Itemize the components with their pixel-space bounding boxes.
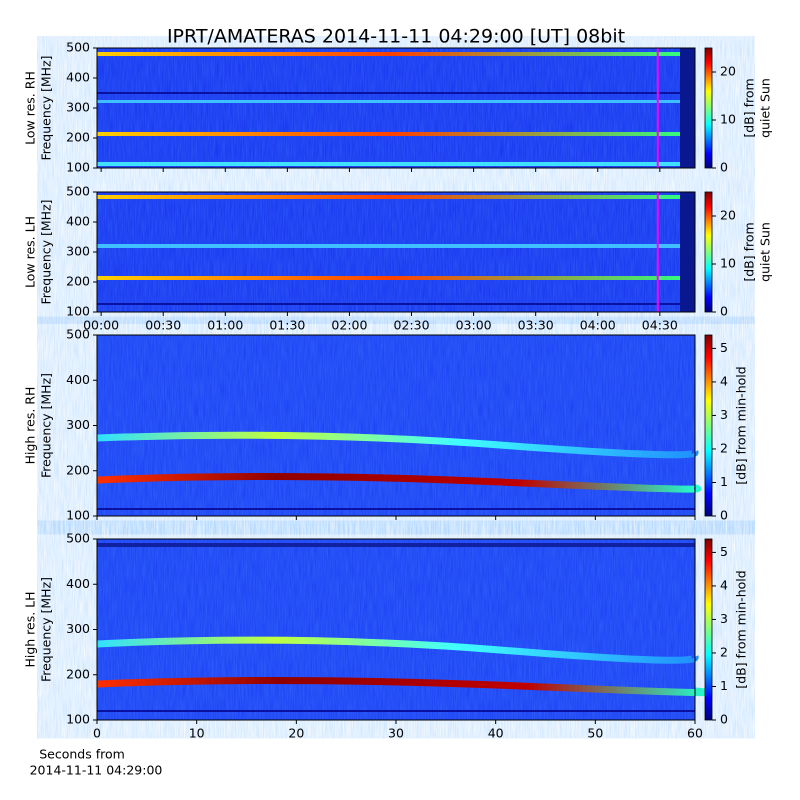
x-axis-label: 2014-11-11 04:29:00 (30, 763, 163, 778)
y-tick-label: 100 (66, 508, 90, 523)
y-tick-label: 500 (66, 184, 90, 199)
colorbar-tick-label: 2 (720, 644, 728, 659)
colorbar-label: [dB] from (742, 78, 757, 137)
y-tick-label: 100 (66, 712, 90, 727)
y-tick-label: 400 (66, 70, 90, 85)
x-tick-label: 04:00 (580, 318, 616, 333)
y-axis-label: Frequency [MHz] (39, 199, 54, 304)
x-tick-label: 01:00 (207, 318, 243, 333)
colorbar-tick-label: 3 (720, 407, 728, 422)
colorbar-tick-label: 20 (720, 64, 736, 79)
colorbar-tick-label: 10 (720, 112, 736, 127)
colorbar-label: [dB] from (742, 222, 757, 281)
y-tick-label: 500 (66, 327, 90, 342)
x-tick-label: 10 (189, 726, 205, 741)
colorbar-tick-label: 1 (720, 474, 728, 489)
spectrum-image (96, 48, 713, 720)
y-axis-label: High res. RH (23, 387, 38, 465)
chart-title: IPRT/AMATERAS 2014-11-11 04:29:00 [UT] 0… (167, 26, 625, 48)
colorbar-tick-label: 0 (720, 712, 728, 727)
colorbar-tick-label: 4 (720, 373, 728, 388)
y-tick-label: 300 (66, 244, 90, 259)
y-tick-label: 200 (66, 274, 90, 289)
x-tick-label: 03:00 (456, 318, 492, 333)
x-tick-label: 60 (687, 726, 703, 741)
colorbar-tick-label: 5 (720, 544, 728, 559)
colorbar-tick-label: 1 (720, 678, 728, 693)
y-tick-label: 300 (66, 417, 90, 432)
x-tick-label: 03:30 (518, 318, 554, 333)
y-axis-label: Frequency [MHz] (39, 373, 54, 478)
y-axis-label: Low res. LH (23, 216, 38, 288)
colorbar-tick-label: 10 (720, 256, 736, 271)
colorbar-tick-label: 0 (720, 304, 728, 319)
x-axis-label: Seconds from (39, 747, 125, 762)
x-tick-label: 01:30 (269, 318, 305, 333)
y-tick-label: 500 (66, 40, 90, 55)
x-tick-label: 50 (587, 726, 603, 741)
colorbar-tick-label: 4 (720, 577, 728, 592)
x-tick-label: 40 (488, 726, 504, 741)
y-tick-label: 400 (66, 576, 90, 591)
colorbar-tick-label: 2 (720, 440, 728, 455)
x-tick-label: 02:30 (394, 318, 430, 333)
colorbar (704, 334, 713, 517)
y-axis-label: Frequency [MHz] (39, 577, 54, 682)
colorbar (704, 47, 713, 169)
y-tick-label: 200 (66, 130, 90, 145)
y-tick-label: 100 (66, 304, 90, 319)
y-tick-label: 200 (66, 666, 90, 681)
colorbar-tick-label: 5 (720, 340, 728, 355)
y-tick-label: 100 (66, 160, 90, 175)
colorbar-tick-label: 0 (720, 508, 728, 523)
x-tick-label: 20 (288, 726, 304, 741)
x-tick-label: 00:00 (83, 318, 119, 333)
y-axis-label: High res. LH (23, 591, 38, 667)
colorbar-tick-label: 20 (720, 208, 736, 223)
y-axis-label: Frequency [MHz] (39, 55, 54, 160)
y-tick-label: 500 (66, 531, 90, 546)
y-tick-label: 400 (66, 214, 90, 229)
colorbar-label: quiet Sun (758, 78, 773, 138)
colorbar (704, 538, 713, 721)
x-tick-label: 00:30 (145, 318, 181, 333)
y-tick-label: 200 (66, 462, 90, 477)
colorbar-label: [dB] from min-hold (734, 366, 749, 484)
colorbar-tick-label: 0 (720, 160, 728, 175)
y-tick-label: 400 (66, 372, 90, 387)
y-axis-label: Low res. RH (23, 71, 38, 145)
colorbar-tick-label: 3 (720, 611, 728, 626)
x-tick-label: 30 (388, 726, 404, 741)
x-tick-label: 0 (93, 726, 101, 741)
x-tick-label: 04:30 (642, 318, 678, 333)
colorbar-label: [dB] from min-hold (734, 570, 749, 688)
colorbar (704, 191, 713, 313)
x-tick-label: 02:00 (331, 318, 367, 333)
y-tick-label: 300 (66, 621, 90, 636)
y-tick-label: 300 (66, 100, 90, 115)
colorbar-label: quiet Sun (758, 222, 773, 282)
